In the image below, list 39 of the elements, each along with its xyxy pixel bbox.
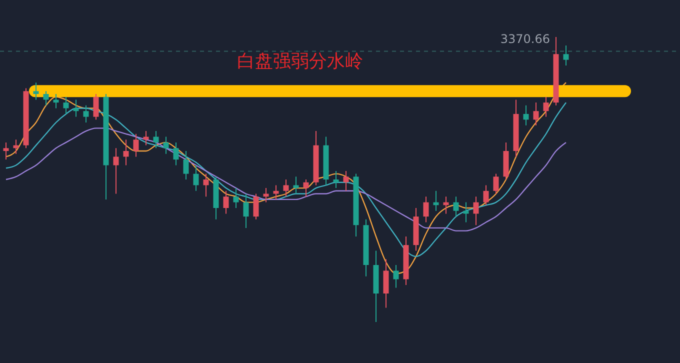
candlestick (43, 90, 49, 106)
candlestick (453, 196, 459, 218)
candlestick (173, 142, 179, 166)
candlestick (93, 94, 99, 120)
candlestick (53, 94, 59, 109)
ref-line-label: 白盘强弱分水岭 (237, 51, 363, 72)
candlestick (113, 148, 119, 194)
candlestick (253, 193, 259, 220)
candlestick (483, 184, 489, 206)
candlestick (243, 193, 249, 228)
candlestick (493, 173, 499, 194)
candlestick (383, 258, 389, 308)
candlestick (203, 173, 209, 198)
candlestick (63, 96, 69, 114)
candlestick (223, 190, 229, 214)
candlestick (533, 102, 539, 126)
candlestick (183, 150, 189, 180)
candlestick (563, 45, 569, 66)
candlestick (133, 133, 139, 158)
candlestick (233, 188, 239, 208)
candlestick (83, 104, 89, 123)
candlestick (423, 196, 429, 223)
candlestick (153, 130, 159, 149)
annotation: 3370.66 (500, 32, 550, 46)
candlestick (473, 196, 479, 226)
candlestick (273, 184, 279, 200)
candlestick (333, 170, 339, 189)
candlestick (523, 104, 529, 126)
candlestick (393, 264, 399, 288)
candlestick (3, 142, 9, 160)
candlestick (123, 139, 129, 166)
candlestick (343, 170, 349, 192)
candlestick (193, 164, 199, 192)
candlestick (33, 82, 39, 100)
candlestick (303, 179, 309, 198)
candlestick (163, 136, 169, 154)
candlestick (283, 179, 289, 198)
candlestick (293, 176, 299, 194)
candlestick (543, 96, 549, 118)
